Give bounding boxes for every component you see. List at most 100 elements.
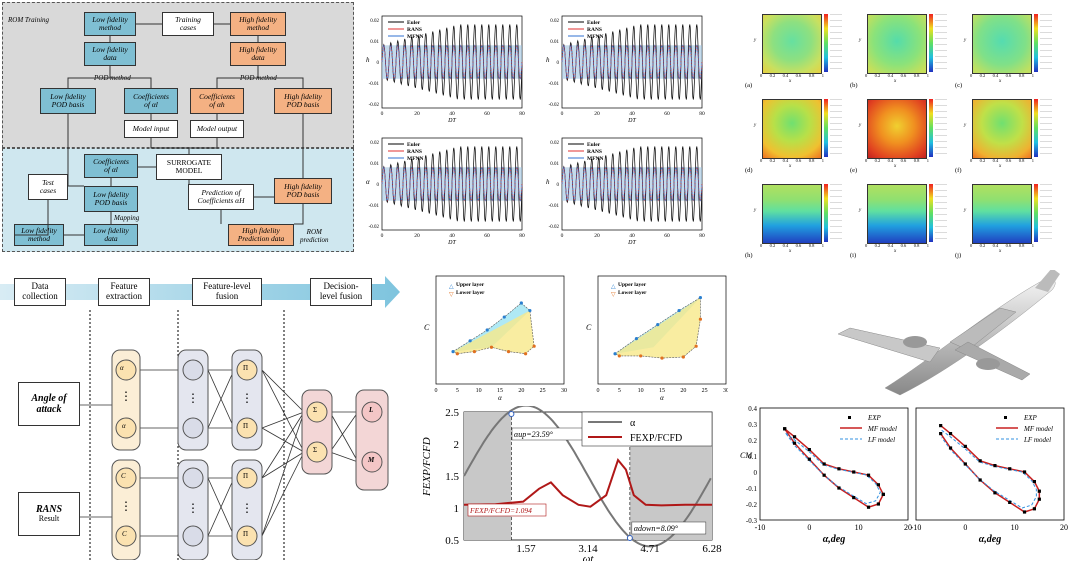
colorbar — [824, 14, 828, 72]
legend-lower-marker: ▽ — [611, 292, 616, 298]
legend-exp: EXP — [1023, 414, 1038, 422]
xtick-label: 40 — [629, 233, 635, 239]
xtick-label: 10 — [638, 388, 644, 394]
node-alpha-top: α — [120, 364, 124, 372]
output-m: M — [368, 456, 375, 464]
cm-plots: EXP MF model LF model 0.4 0.3 0.2 0.1 0 -0.1 -0.2… — [740, 405, 1068, 545]
contour-xticks: 0 0.2 0.4 0.6 0.8 1 — [865, 73, 929, 78]
x-axis-label: α,deg — [823, 534, 845, 545]
ytick-label: 0 — [754, 469, 758, 477]
contour-xtick: 0 — [865, 243, 868, 248]
xtick-label: 4.71 — [640, 543, 659, 555]
contour-panel-label: (c) — [955, 82, 963, 89]
legend-upper-marker: △ — [611, 284, 616, 290]
contour-xtick: 0.2 — [979, 73, 986, 78]
ytick-label: -0.1 — [746, 485, 758, 493]
hf-pod-basis-box: High fidelity POD basis — [274, 88, 332, 114]
legend-label: Euler — [587, 142, 601, 148]
xtick-label: 30 — [561, 388, 567, 394]
input-rans-result: RANS Result — [18, 492, 80, 536]
lf-pod-basis-box: Low fidelity POD basis — [40, 88, 96, 114]
shaded-left — [464, 412, 512, 540]
colorbar — [824, 184, 828, 242]
node-c-bottom: C — [122, 530, 127, 538]
output-l: L — [369, 406, 374, 414]
contour-panel-label: (f) — [955, 167, 962, 174]
exp-point — [993, 491, 997, 495]
contour-xtick: 0.4 — [887, 243, 894, 248]
contour-xtick: 0.4 — [992, 158, 999, 163]
colorbar-ticks — [830, 184, 842, 242]
xtick-label: 15 — [659, 388, 665, 394]
colorbar — [1034, 99, 1038, 157]
ytick-label: -0.01 — [549, 82, 560, 87]
ytick-label: 0 — [557, 183, 560, 188]
contour-xtick: 0.4 — [992, 243, 999, 248]
series-ratio — [463, 457, 712, 508]
xtick-label: 60 — [664, 111, 670, 117]
ytick-label: 1.5 — [445, 471, 459, 483]
ann-ratio-box — [467, 503, 547, 517]
contour-plot — [762, 99, 822, 159]
contour-xtick: 1 — [926, 73, 929, 78]
xtick-label: 6.28 — [702, 543, 722, 555]
legend-label: RANS — [587, 27, 602, 33]
alpha-up-point — [508, 411, 515, 417]
ytick-label: -0.02 — [549, 103, 560, 108]
legend-upper: Upper layer — [456, 282, 485, 288]
lf-method-box: Low fidelity method — [84, 12, 136, 36]
x-axis-label: DT — [627, 118, 636, 124]
contour-xticks: 0 0.2 0.4 0.6 0.8 1 — [865, 243, 929, 248]
lf-model-line — [941, 429, 1037, 509]
contour-xtick: 0.4 — [782, 243, 789, 248]
contour-panel-label: (e) — [850, 167, 858, 174]
contour-panel-label: (h) — [745, 252, 753, 259]
mapping-label: Mapping — [114, 214, 140, 222]
xtick-label: 25 — [702, 388, 708, 394]
contour-plot — [762, 184, 822, 244]
contour-xlabel: x — [894, 249, 897, 254]
surrogate-model-box: SURROGATE MODEL — [156, 154, 222, 180]
contour-xtick: 0.6 — [795, 243, 802, 248]
colorbar — [929, 14, 933, 72]
hyst-point — [698, 296, 702, 300]
contour-xtick: 0.4 — [782, 73, 789, 78]
contour-plot — [972, 14, 1032, 74]
contour-xticks: 0 0.2 0.4 0.6 0.8 1 — [970, 158, 1034, 163]
lower-region — [615, 297, 701, 359]
hyst-point — [472, 350, 476, 354]
contour-xtick: 0.4 — [887, 73, 894, 78]
xtick-label: 20 — [594, 233, 600, 239]
exp-point — [881, 492, 885, 496]
model-output-box: Model output — [190, 120, 244, 138]
xtick-label: 10 — [855, 523, 863, 532]
model-input-box: Model input — [124, 120, 178, 138]
contour-xtick: 1 — [926, 243, 929, 248]
exp-point — [1037, 489, 1041, 493]
xtick-label: 80 — [519, 233, 525, 239]
contour-plot — [867, 99, 927, 159]
xtick-label: 30 — [723, 388, 728, 394]
ytick-label: 0 — [557, 61, 560, 66]
ytick-label: 1 — [454, 503, 460, 515]
contour-xtick: 0.6 — [900, 73, 907, 78]
ytick-label: 0.01 — [370, 40, 379, 45]
svg-text:⋮: ⋮ — [241, 391, 253, 405]
contour-xticks: 0 0.2 0.4 0.6 0.8 1 — [760, 158, 824, 163]
contour-xtick: 0.4 — [887, 158, 894, 163]
legend-label: RANS — [587, 149, 602, 155]
xtick-label: -10 — [755, 523, 766, 532]
colorbar — [929, 99, 933, 157]
exp-point — [866, 505, 871, 509]
contour-xtick: 0.6 — [1005, 158, 1012, 163]
rom-training-label: ROM Training — [8, 16, 50, 24]
xtick-label: 80 — [519, 111, 525, 117]
exp-point — [978, 478, 982, 482]
contour-xtick: 0 — [970, 73, 973, 78]
hyst-point — [634, 337, 638, 341]
contour-xtick: 0 — [760, 73, 763, 78]
exp-point — [948, 446, 953, 450]
series-mfnn — [561, 44, 703, 80]
legend-label: MFNN — [407, 34, 424, 40]
lower-region — [453, 310, 535, 354]
